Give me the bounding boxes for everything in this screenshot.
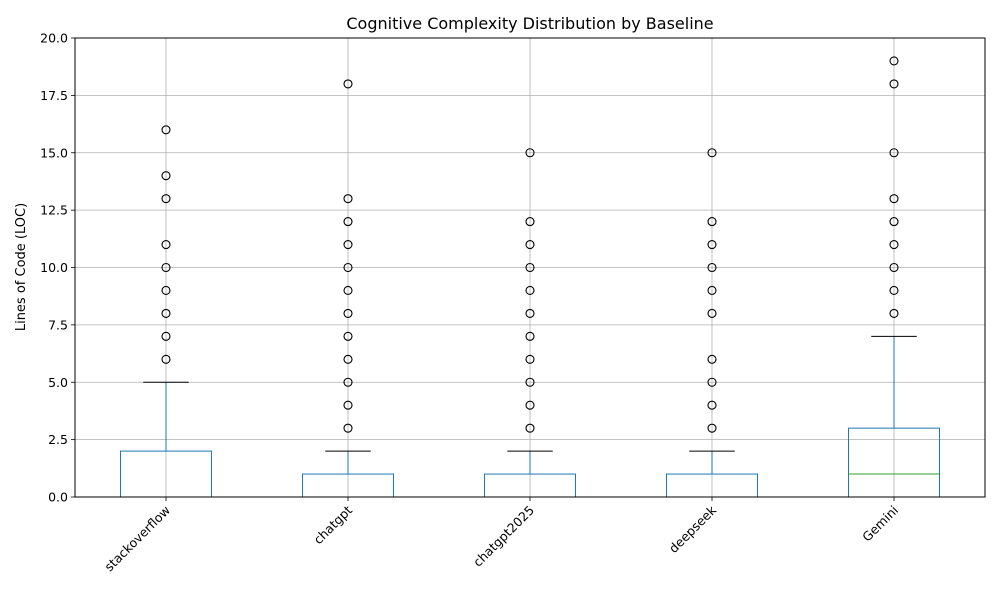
outlier-point [161, 285, 171, 296]
outlier-point [707, 308, 717, 318]
outlier-point [343, 331, 353, 341]
outlier-point [525, 308, 535, 318]
y-tick-label: 5.0 [48, 375, 68, 390]
outlier-point [525, 377, 535, 387]
chart-title: Cognitive Complexity Distribution by Bas… [346, 14, 713, 33]
outlier-point [889, 217, 899, 227]
outlier-point [343, 377, 353, 387]
outlier-point [707, 148, 717, 158]
outlier-point [889, 240, 899, 250]
y-tick-label: 20.0 [40, 31, 68, 46]
outlier-point [525, 400, 535, 410]
plot-frame [74, 37, 986, 498]
x-tick-label: chatgpt [310, 502, 355, 547]
outlier-point [525, 354, 535, 364]
outlier-point [707, 400, 717, 410]
y-tick-label: 12.5 [40, 203, 68, 218]
axes: 0.0 2.5 5.0 7.5 10.0 12.5 15.0 17.5 20.0 stackove… [40, 31, 986, 575]
outlier-point [161, 125, 171, 135]
outlier-point [161, 171, 171, 181]
y-tick-label: 15.0 [40, 145, 68, 160]
outlier-point [343, 285, 353, 296]
outlier-point [889, 56, 899, 66]
outlier-point [707, 377, 717, 387]
outlier-point [343, 240, 353, 250]
outlier-point [889, 148, 899, 158]
outlier-point [343, 217, 353, 227]
y-tick-label: 17.5 [40, 88, 68, 103]
y-tick-label: 7.5 [48, 317, 68, 332]
outlier-point [525, 331, 535, 341]
outlier-point [889, 194, 899, 204]
outlier-point [343, 262, 353, 273]
x-tick-label: chatgpt2025 [470, 503, 537, 570]
y-tick-label: 2.5 [48, 432, 68, 447]
outlier-point [525, 217, 535, 227]
outlier-point [161, 262, 171, 273]
x-tick-label: deepseek [666, 502, 720, 556]
outlier-point [889, 79, 899, 89]
x-tick-label: Gemini [859, 503, 901, 545]
y-tick-label: 10.0 [40, 260, 68, 275]
outlier-point [525, 423, 535, 433]
x-tick-label: stackoverflow [101, 503, 173, 575]
outlier-point [525, 148, 535, 158]
y-axis-label: Lines of Code (LOC) [14, 203, 29, 331]
outlier-point [161, 354, 171, 364]
outlier-point [343, 354, 353, 364]
outlier-point [161, 308, 171, 318]
outlier-point [707, 423, 717, 433]
outlier-point [707, 217, 717, 227]
outlier-point [707, 354, 717, 364]
outlier-point [889, 308, 899, 318]
outlier-point [525, 285, 535, 296]
outlier-point [889, 285, 899, 296]
outlier-point [889, 262, 899, 273]
outlier-point [525, 262, 535, 273]
outlier-point [343, 79, 353, 89]
outlier-point [707, 262, 717, 273]
outlier-point [707, 285, 717, 296]
outlier-point [707, 240, 717, 250]
outlier-point [161, 194, 171, 204]
outlier-point [343, 400, 353, 410]
outlier-point [161, 240, 171, 250]
outlier-point [343, 194, 353, 204]
outlier-point [525, 240, 535, 250]
outlier-point [343, 423, 353, 433]
outlier-point [161, 331, 171, 341]
y-tick-label: 0.0 [48, 490, 68, 505]
outlier-point [343, 308, 353, 318]
